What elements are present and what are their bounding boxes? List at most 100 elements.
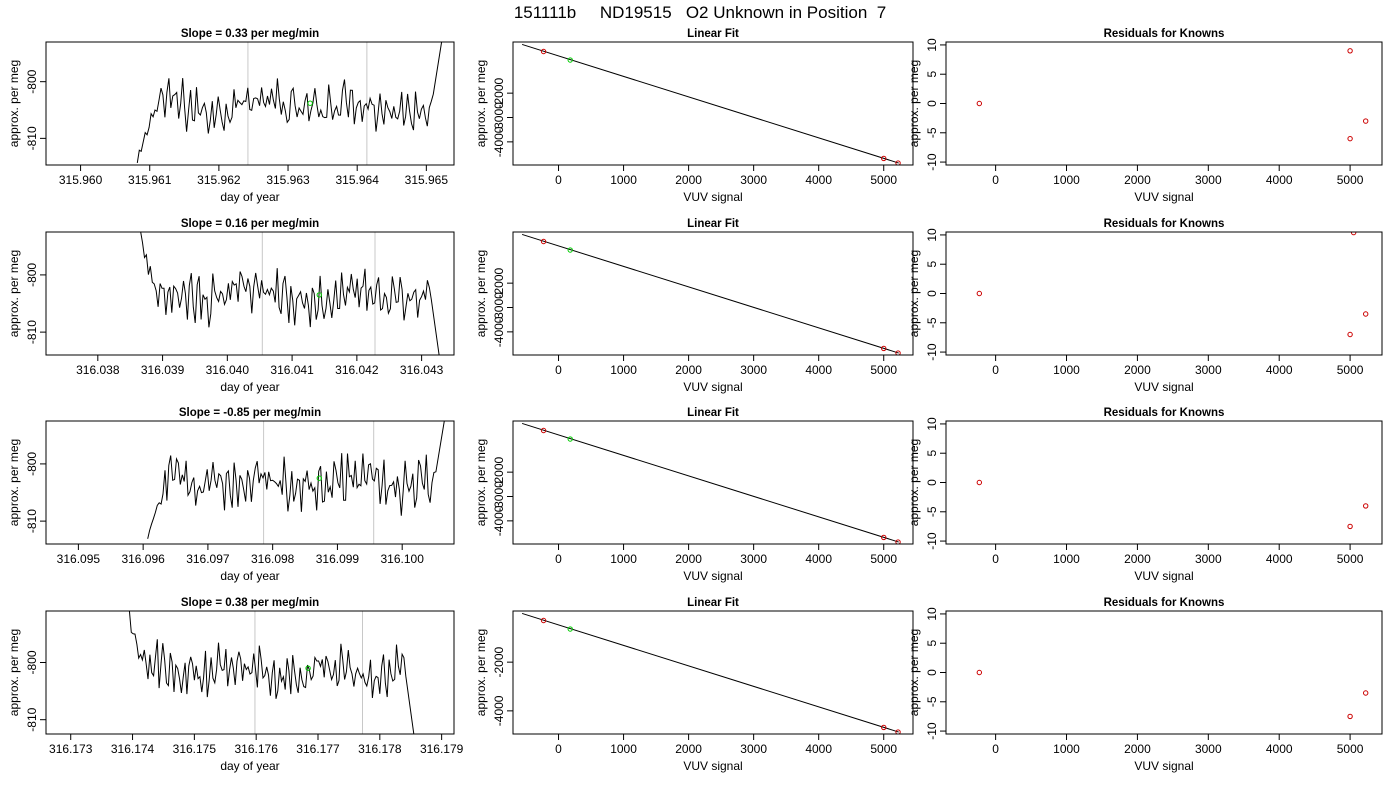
x-tick-label: 0 xyxy=(992,552,999,566)
signal-trace xyxy=(128,611,415,734)
x-tick-label: 5000 xyxy=(1337,363,1364,377)
panel-title: Residuals for Knowns xyxy=(1104,407,1225,419)
panel-title: Linear Fit xyxy=(687,597,739,609)
plot-area xyxy=(128,611,415,734)
x-axis-label: VUV signal xyxy=(1134,569,1193,583)
known-point xyxy=(895,350,901,355)
residual-point xyxy=(976,479,983,486)
residual-point xyxy=(1350,232,1357,236)
x-tick-label: 4000 xyxy=(805,173,832,187)
residual-point xyxy=(976,669,983,676)
unknown-point xyxy=(567,436,573,442)
panel-title: Residuals for Knowns xyxy=(1104,597,1225,609)
y-axis-label: approx. per meg xyxy=(474,439,488,526)
x-axis-label: VUV signal xyxy=(683,759,742,773)
known-point xyxy=(881,534,887,541)
x-tick-label: 0 xyxy=(992,742,999,756)
x-tick-label: 3000 xyxy=(1195,742,1222,756)
x-tick-label: 2000 xyxy=(675,363,702,377)
known-point xyxy=(881,724,887,731)
x-tick-label: 5000 xyxy=(870,363,897,377)
y-tick-label: 5 xyxy=(925,261,939,268)
panel-time-series-row4: Slope = 0.38 per meg/min 316.173 316.174 31… xyxy=(7,597,464,773)
x-tick-label: 316.177 xyxy=(296,742,340,756)
residual-point xyxy=(1347,523,1353,530)
x-tick-label: 1000 xyxy=(1053,173,1080,187)
x-tick-label: 5000 xyxy=(870,742,897,756)
x-tick-label: 3000 xyxy=(1195,552,1222,566)
plot-area xyxy=(521,233,901,355)
figure-title: 151111b ND19515 O2 Unknown in Position 7 xyxy=(513,3,887,22)
signal-trace xyxy=(147,421,445,539)
x-tick-label: 3000 xyxy=(1195,363,1222,377)
panel-time-series-row1: Slope = 0.33 per meg/min 315.960 315.961 31… xyxy=(7,28,455,204)
x-tick-label: 3000 xyxy=(740,742,767,756)
x-tick-label: 316.178 xyxy=(358,742,402,756)
y-tick-label: 5 xyxy=(925,450,939,457)
y-tick-label: -3000 xyxy=(492,481,506,512)
plot-area xyxy=(976,479,1369,530)
y-tick-label: -10 xyxy=(925,153,939,171)
known-point xyxy=(881,155,887,162)
panel-fit-row2: Linear Fit 0 1000 2000 3000 4000 5000 -2000-300… xyxy=(474,218,914,394)
plot-frame xyxy=(945,231,1383,356)
residual-point xyxy=(1362,503,1369,509)
x-tick-label: 4000 xyxy=(805,363,832,377)
x-tick-label: 4000 xyxy=(1266,363,1293,377)
y-tick-label: 0 xyxy=(925,290,939,297)
plot-frame xyxy=(45,231,455,356)
y-axis-label: approx. per meg xyxy=(7,439,21,526)
residual-point xyxy=(1362,118,1369,124)
x-tick-label: 316.097 xyxy=(186,552,230,566)
x-tick-label: 2000 xyxy=(1124,363,1151,377)
panel-residuals-row4: Residuals for Knowns 0 1000 2000 3000 4000 500… xyxy=(907,597,1383,773)
x-tick-label: 0 xyxy=(992,173,999,187)
y-axis-label: approx. per meg xyxy=(907,60,921,147)
panel-residuals-row2: Residuals for Knowns 0 1000 2000 3000 4000 500… xyxy=(907,218,1383,394)
x-tick-label: 316.100 xyxy=(380,552,424,566)
known-point xyxy=(540,238,547,245)
y-tick-label: -5 xyxy=(925,696,939,707)
x-tick-label: 2000 xyxy=(1124,742,1151,756)
plot-frame xyxy=(512,41,914,166)
plot-area xyxy=(147,421,445,544)
panel-time-series-row2: Slope = 0.16 per meg/min 316.038 316.039 31… xyxy=(7,218,455,394)
x-axis-label: VUV signal xyxy=(683,569,742,583)
residual-point xyxy=(976,100,983,107)
y-tick-label: -10 xyxy=(925,722,939,740)
y-axis-label: approx. per meg xyxy=(474,250,488,337)
unknown-point xyxy=(567,57,573,63)
y-tick-label: -4000 xyxy=(492,316,506,347)
y-axis-label: approx. per meg xyxy=(7,250,21,337)
y-axis-label: approx. per meg xyxy=(907,629,921,716)
known-point xyxy=(540,427,547,434)
y-tick-label: -3000 xyxy=(492,292,506,323)
x-axis-label: day of year xyxy=(220,759,279,773)
y-tick-label: -4000 xyxy=(492,126,506,157)
y-tick-label: -5 xyxy=(925,506,939,517)
x-tick-label: 316.175 xyxy=(173,742,217,756)
x-tick-label: 4000 xyxy=(805,742,832,756)
y-tick-label: 0 xyxy=(925,669,939,676)
x-tick-label: 316.095 xyxy=(57,552,101,566)
plot-frame xyxy=(512,610,914,735)
y-tick-label: 5 xyxy=(925,640,939,647)
panel-title: Linear Fit xyxy=(687,407,739,419)
y-tick-label: -2000 xyxy=(492,646,506,677)
x-tick-label: 316.043 xyxy=(400,363,444,377)
y-axis-label: approx. per meg xyxy=(7,629,21,716)
y-tick-label: 10 xyxy=(925,417,939,431)
plot-area xyxy=(136,42,443,165)
y-tick-label: -800 xyxy=(25,452,39,476)
plot-frame xyxy=(45,610,455,735)
known-point xyxy=(895,160,901,165)
panel-title: Slope = -0.85 per meg/min xyxy=(179,407,321,419)
fit-line xyxy=(521,612,899,733)
y-tick-label: -2000 xyxy=(492,77,506,108)
y-tick-label: 5 xyxy=(925,71,939,78)
residual-point xyxy=(1362,690,1369,696)
unknown-marker xyxy=(316,475,322,481)
panel-fit-row3: Linear Fit 0 1000 2000 3000 4000 5000 -2000-300… xyxy=(474,407,914,583)
y-tick-label: -800 xyxy=(25,69,39,93)
